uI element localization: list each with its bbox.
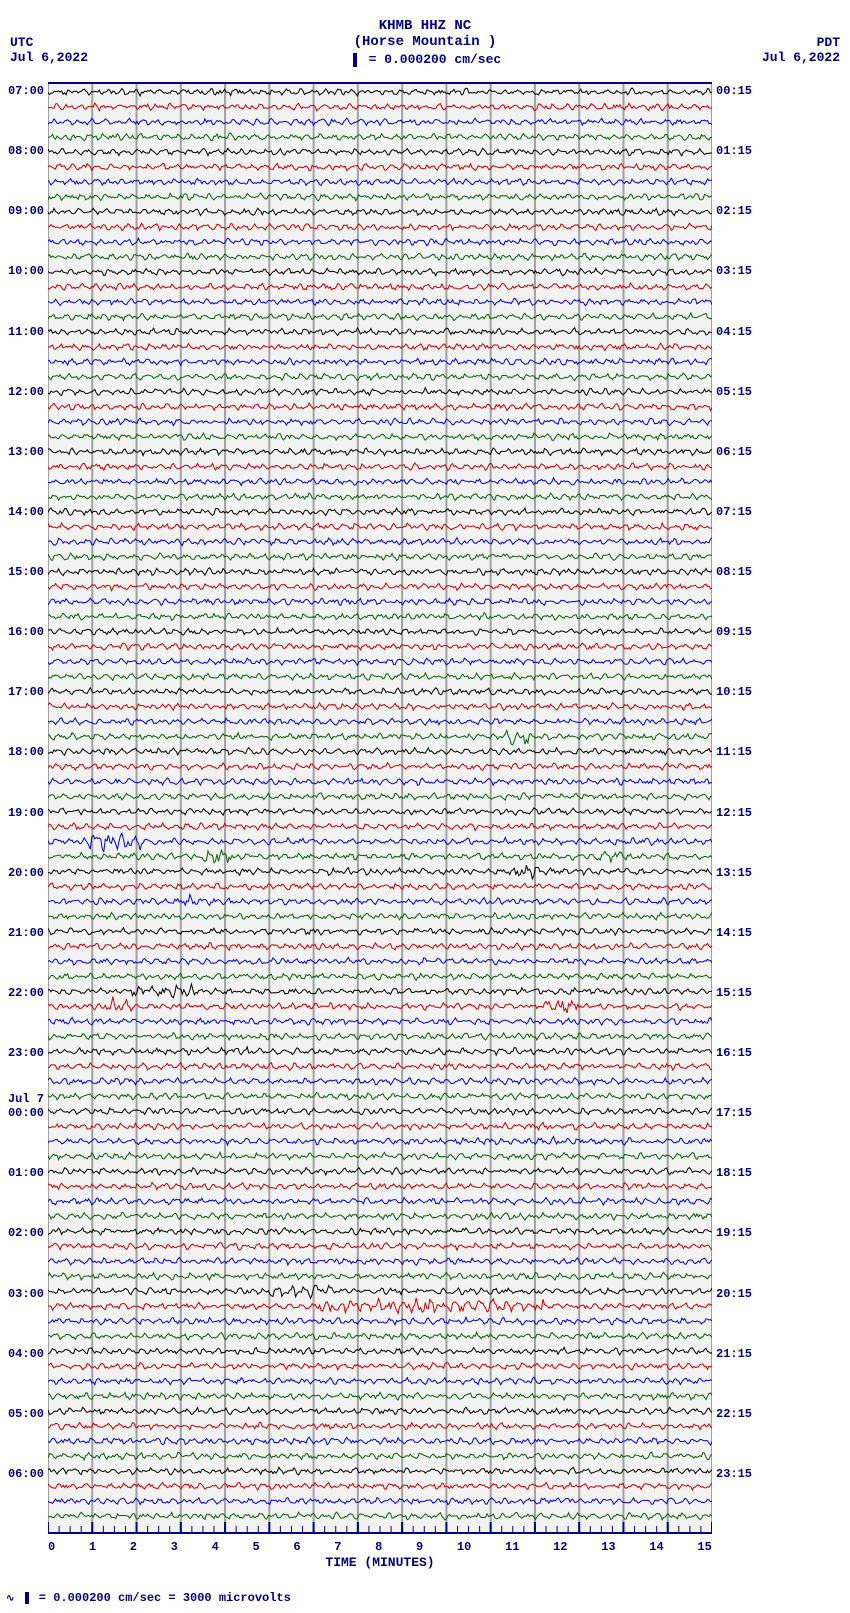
x-axis: 0123456789101112131415 TIME (MINUTES) bbox=[48, 1540, 712, 1570]
y-label-utc: 02:00 bbox=[8, 1226, 48, 1240]
x-axis-label: TIME (MINUTES) bbox=[48, 1555, 712, 1570]
tz-left-block: UTC Jul 6,2022 bbox=[10, 35, 88, 65]
y-label-pdt: 01:15 bbox=[712, 144, 752, 158]
y-label-pdt: 14:15 bbox=[712, 926, 752, 940]
footer-bar-icon bbox=[25, 1592, 29, 1604]
y-label-utc: 10:00 bbox=[8, 264, 48, 278]
y-label-utc: 05:00 bbox=[8, 1407, 48, 1421]
station-location: (Horse Mountain ) bbox=[0, 34, 850, 50]
tz-right-label: PDT bbox=[762, 35, 840, 50]
y-label-utc: 13:00 bbox=[8, 445, 48, 459]
y-label-pdt: 22:15 bbox=[712, 1407, 752, 1421]
y-label-utc: 08:00 bbox=[8, 144, 48, 158]
y-label-utc: 17:00 bbox=[8, 685, 48, 699]
x-tick: 4 bbox=[212, 1540, 219, 1554]
header: KHMB HHZ NC (Horse Mountain ) = 0.000200… bbox=[0, 18, 850, 67]
x-tick: 14 bbox=[649, 1540, 663, 1554]
y-label-pdt: 07:15 bbox=[712, 505, 752, 519]
y-label-utc: 14:00 bbox=[8, 505, 48, 519]
tz-left-label: UTC bbox=[10, 35, 88, 50]
y-label-pdt: 20:15 bbox=[712, 1287, 752, 1301]
y-label-pdt: 17:15 bbox=[712, 1106, 752, 1120]
x-tick: 8 bbox=[375, 1540, 382, 1554]
y-label-pdt: 03:15 bbox=[712, 264, 752, 278]
seismogram-page: KHMB HHZ NC (Horse Mountain ) = 0.000200… bbox=[0, 0, 850, 1613]
y-label-pdt: 12:15 bbox=[712, 806, 752, 820]
scale-text: = 0.000200 cm/sec bbox=[369, 52, 502, 67]
y-label-utc: 20:00 bbox=[8, 866, 48, 880]
y-label-utc: 16:00 bbox=[8, 625, 48, 639]
y-label-utc: 07:00 bbox=[8, 84, 48, 98]
y-label-pdt: 08:15 bbox=[712, 565, 752, 579]
y-label-utc: 11:00 bbox=[8, 325, 48, 339]
seismogram-plot: 07:0000:1508:0001:1509:0002:1510:0003:15… bbox=[48, 82, 712, 1534]
y-label-pdt: 05:15 bbox=[712, 385, 752, 399]
y-label-utc: 01:00 bbox=[8, 1166, 48, 1180]
tz-left-date: Jul 6,2022 bbox=[10, 50, 88, 65]
x-tick: 5 bbox=[252, 1540, 259, 1554]
tz-right-block: PDT Jul 6,2022 bbox=[762, 35, 840, 65]
y-label-utc: 04:00 bbox=[8, 1347, 48, 1361]
scale-indicator: = 0.000200 cm/sec bbox=[0, 52, 850, 67]
y-label-pdt: 02:15 bbox=[712, 204, 752, 218]
x-tick: 10 bbox=[457, 1540, 471, 1554]
y-label-utc: 23:00 bbox=[8, 1046, 48, 1060]
y-label-utc: 03:00 bbox=[8, 1287, 48, 1301]
x-tick: 15 bbox=[697, 1540, 711, 1554]
y-label-pdt: 19:15 bbox=[712, 1226, 752, 1240]
y-label-utc: 21:00 bbox=[8, 926, 48, 940]
y-label-pdt: 15:15 bbox=[712, 986, 752, 1000]
x-tick: 9 bbox=[416, 1540, 423, 1554]
y-label-utc: 18:00 bbox=[8, 745, 48, 759]
x-tick: 0 bbox=[48, 1540, 55, 1554]
x-tick: 1 bbox=[89, 1540, 96, 1554]
footer-scale: ∿ = 0.000200 cm/sec = 3000 microvolts bbox=[6, 1591, 291, 1605]
y-label-utc: 15:00 bbox=[8, 565, 48, 579]
y-label-pdt: 13:15 bbox=[712, 866, 752, 880]
y-label-pdt: 04:15 bbox=[712, 325, 752, 339]
tz-right-date: Jul 6,2022 bbox=[762, 50, 840, 65]
y-label-pdt: 10:15 bbox=[712, 685, 752, 699]
y-label-utc: 00:00 bbox=[8, 1106, 48, 1120]
footer-text: = 0.000200 cm/sec = 3000 microvolts bbox=[39, 1591, 291, 1605]
y-label-utc: 09:00 bbox=[8, 204, 48, 218]
x-tick: 7 bbox=[334, 1540, 341, 1554]
x-tick: 13 bbox=[601, 1540, 615, 1554]
y-label-pdt: 06:15 bbox=[712, 445, 752, 459]
station-code: KHMB HHZ NC bbox=[0, 18, 850, 34]
y-label-utc: 12:00 bbox=[8, 385, 48, 399]
y-label-utc: 19:00 bbox=[8, 806, 48, 820]
x-tick: 12 bbox=[553, 1540, 567, 1554]
footer-prefix: ∿ bbox=[6, 1594, 14, 1605]
y-label-pdt: 21:15 bbox=[712, 1347, 752, 1361]
y-label-pdt: 16:15 bbox=[712, 1046, 752, 1060]
x-tick: 6 bbox=[293, 1540, 300, 1554]
seismogram-svg bbox=[48, 84, 712, 1532]
x-tick: 11 bbox=[505, 1540, 519, 1554]
y-label-pdt: 09:15 bbox=[712, 625, 752, 639]
x-tick: 3 bbox=[171, 1540, 178, 1554]
y-label-pdt: 18:15 bbox=[712, 1166, 752, 1180]
y-label-pdt: 23:15 bbox=[712, 1467, 752, 1481]
y-label-utc: 22:00 bbox=[8, 986, 48, 1000]
y-label-pdt: 00:15 bbox=[712, 84, 752, 98]
daybreak-label: Jul 7 bbox=[8, 1092, 48, 1106]
x-axis-ticks: 0123456789101112131415 bbox=[48, 1540, 712, 1554]
y-label-pdt: 11:15 bbox=[712, 745, 752, 759]
y-label-utc: 06:00 bbox=[8, 1467, 48, 1481]
scale-bar-icon bbox=[353, 53, 357, 67]
x-tick: 2 bbox=[130, 1540, 137, 1554]
